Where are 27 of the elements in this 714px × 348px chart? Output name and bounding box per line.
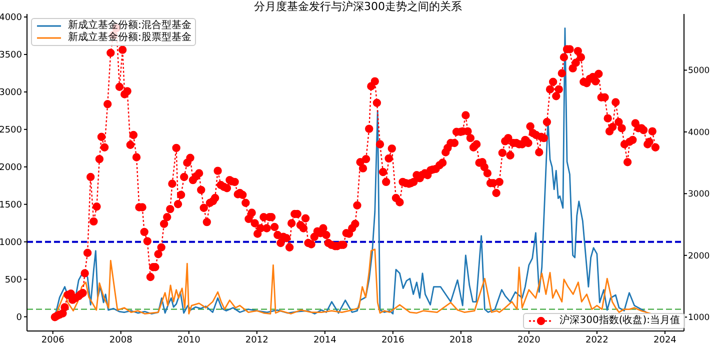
x-tick-label: 2020 [517, 335, 541, 346]
x-tick-label: 2018 [449, 335, 473, 346]
y-tick-label: 500 [4, 275, 22, 286]
y2-tick-label: 3000 [688, 190, 710, 200]
y-tick-label: 0 [16, 312, 22, 323]
y2-tick-label: 4000 [688, 128, 710, 138]
y2-tick-label: 1000 [688, 313, 710, 324]
legend-label: 新成立基金份额:股票型基金 [68, 32, 192, 44]
y-tick-label: 3000 [0, 88, 22, 98]
legend-label: 沪深300指数(收盘):当月值 [560, 315, 680, 327]
chart-title: 分月度基金发行与沪深300走势之间的关系 [253, 0, 463, 14]
x-tick-label: 2010 [177, 335, 201, 346]
y-tick-label: 3500 [0, 50, 22, 61]
y-tick-label: 2500 [0, 126, 22, 136]
x-tick-label: 2008 [109, 335, 133, 346]
x-tick-label: 2006 [41, 335, 65, 346]
x-tick-label: 2024 [654, 335, 677, 346]
x-tick-label: 2012 [245, 335, 268, 346]
x-tick-label: 2022 [585, 335, 608, 346]
y2-tick-label: 2000 [688, 251, 710, 262]
y-tick-label: 1500 [0, 200, 22, 211]
y-tick-label: 2000 [0, 163, 22, 174]
y-tick-label: 1000 [0, 238, 22, 248]
x-tick-label: 2016 [381, 335, 405, 346]
y2-tick-label: 5000 [688, 66, 710, 76]
legend-label: 新成立基金份额:混合型基金 [68, 20, 192, 32]
x-tick-label: 2014 [313, 335, 337, 346]
